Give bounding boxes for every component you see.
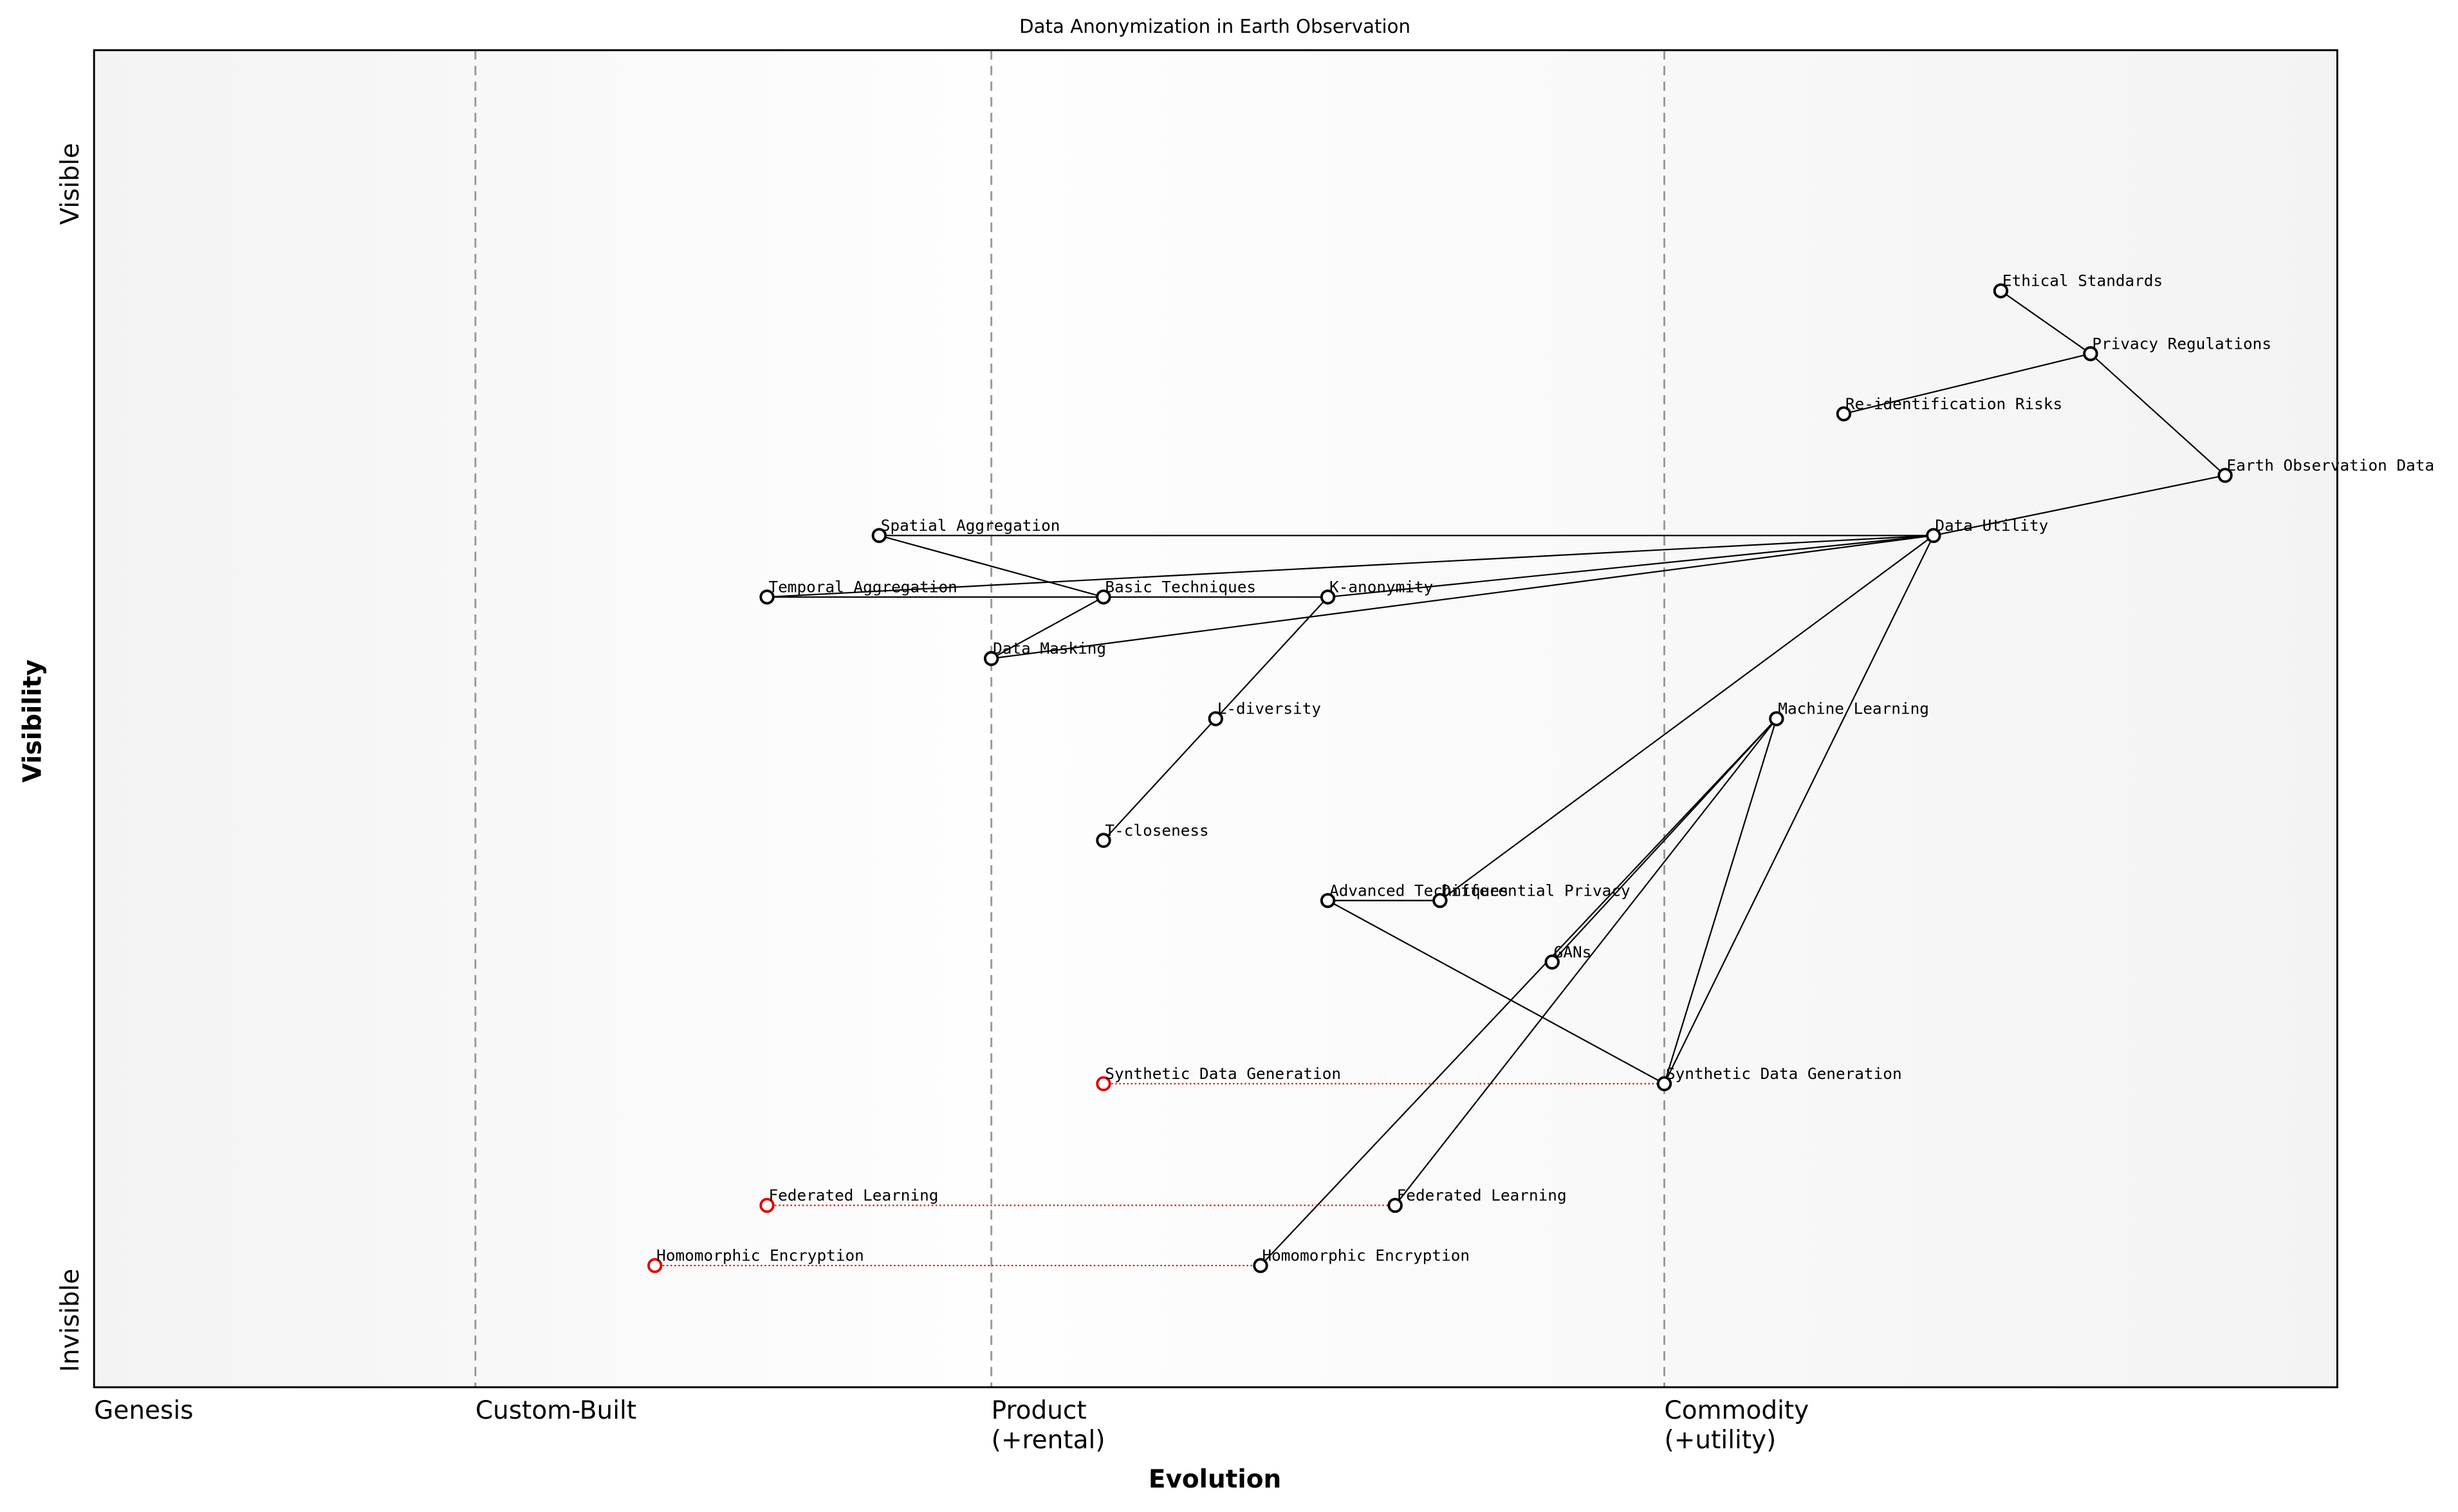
- link: [1844, 353, 2091, 415]
- node-label: Federated Learning: [1397, 1186, 1567, 1204]
- link: [1394, 718, 1777, 1206]
- chart-title: Data Anonymization in Earth Observation: [1019, 15, 1410, 37]
- node: [983, 650, 999, 667]
- link: [766, 535, 1934, 598]
- node: [759, 589, 775, 605]
- node: [2217, 468, 2233, 483]
- link: [2090, 353, 2226, 476]
- node: [871, 528, 887, 544]
- node-label: Differential Privacy: [1441, 881, 1630, 899]
- node: [1208, 711, 1223, 726]
- node-label: Synthetic Data Generation: [1105, 1064, 1341, 1083]
- node-label: L-diversity: [1217, 699, 1321, 718]
- node: [1096, 833, 1111, 848]
- x-tick-label: Product (+rental): [992, 1396, 1105, 1455]
- node-label: Earth Observation Data: [2227, 456, 2435, 474]
- node-label: Federated Learning: [768, 1186, 938, 1204]
- y-axis-label: Visibility: [18, 659, 47, 782]
- link: [1933, 474, 2226, 537]
- node-label: Advanced Techniques: [1329, 881, 1509, 899]
- node-label: T-closeness: [1105, 821, 1208, 840]
- node-label: K-anonymity: [1329, 578, 1433, 596]
- node-label: Temporal Aggregation: [768, 578, 957, 596]
- node: [1387, 1197, 1403, 1213]
- node: [647, 1258, 663, 1273]
- link: [991, 535, 1934, 659]
- y-tick-label: Visible: [56, 143, 85, 225]
- node-label: GANs: [1554, 943, 1592, 961]
- x-tick-label-line: Commodity: [1665, 1396, 1809, 1425]
- x-tick-label: Custom-Built: [476, 1396, 636, 1425]
- link: [991, 596, 1104, 659]
- x-tick-label-line: (+rental): [992, 1426, 1105, 1455]
- node-label: Re-identification Risks: [1845, 394, 2062, 413]
- node-label: Ethical Standards: [2002, 272, 2163, 290]
- plot-frame: [93, 49, 2338, 1388]
- link: [879, 535, 1104, 598]
- node-label: Privacy Regulations: [2092, 334, 2271, 353]
- x-tick-label: Commodity (+utility): [1665, 1396, 1809, 1455]
- node-label: Homomorphic Encryption: [1262, 1246, 1470, 1265]
- link: [1663, 718, 1777, 1084]
- link: [1215, 596, 1329, 719]
- link: [1439, 535, 1934, 901]
- x-tick-label-line: (+utility): [1665, 1426, 1777, 1455]
- node: [1769, 711, 1784, 726]
- node: [1993, 283, 2009, 299]
- node: [1320, 892, 1336, 908]
- x-tick-label-line: Product: [992, 1396, 1087, 1425]
- node-label: Synthetic Data Generation: [1666, 1064, 1902, 1083]
- node: [1320, 589, 1336, 605]
- node-label: Machine Learning: [1778, 699, 1929, 718]
- node: [1096, 589, 1111, 605]
- x-tick-label-line: Genesis: [94, 1396, 193, 1425]
- node-label: Spatial Aggregation: [881, 516, 1060, 535]
- link: [1327, 535, 1934, 598]
- node: [1253, 1258, 1268, 1273]
- node: [1096, 1076, 1111, 1092]
- node: [1656, 1076, 1672, 1092]
- link: [1260, 718, 1777, 1266]
- link: [1327, 899, 1665, 1085]
- node: [1836, 406, 1852, 421]
- node: [1544, 954, 1560, 970]
- nodes: Ethical Standards Privacy Regulations Re-i…: [647, 272, 2435, 1273]
- x-axis-label: Evolution: [1149, 1465, 1281, 1494]
- link: [1663, 535, 1934, 1084]
- node-label: Basic Techniques: [1105, 578, 1256, 596]
- node-label: Data Utility: [1935, 516, 2048, 535]
- node-label: Data Masking: [993, 639, 1106, 658]
- node: [1926, 528, 1941, 544]
- link: [2000, 290, 2091, 355]
- x-tick-label-line: Custom-Built: [476, 1396, 636, 1425]
- node: [759, 1197, 775, 1213]
- node: [1432, 892, 1448, 908]
- node-label: Homomorphic Encryption: [656, 1246, 864, 1265]
- node: [2083, 346, 2098, 362]
- y-tick-label: Invisible: [56, 1269, 85, 1372]
- x-tick-label: Genesis: [94, 1396, 193, 1425]
- link: [1103, 718, 1217, 841]
- links: [474, 50, 2226, 1388]
